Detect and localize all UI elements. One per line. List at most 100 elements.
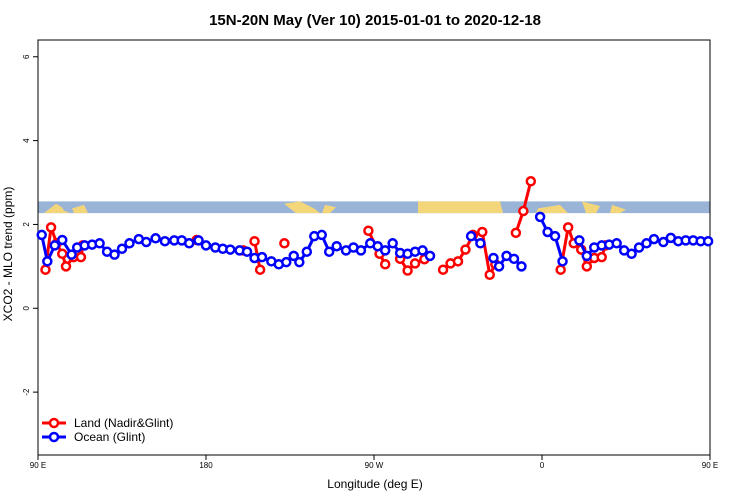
x-tick-label: 90 W: [365, 461, 384, 470]
data-point: [109, 249, 120, 260]
data-point: [534, 211, 546, 223]
data-point: [254, 264, 266, 275]
land-patch: [418, 201, 503, 214]
land-patch: [284, 201, 320, 214]
data-point: [116, 243, 128, 255]
data-point: [477, 226, 488, 238]
data-point: [641, 238, 652, 249]
data-point: [648, 233, 660, 245]
data-point: [331, 240, 342, 252]
data-point: [549, 230, 561, 242]
ocean-band: [38, 201, 710, 214]
legend: Land (Nadir&Glint)Ocean (Glint): [42, 416, 173, 444]
chart-title: 15N-20N May (Ver 10) 2015-01-01 to 2020-…: [209, 12, 541, 29]
land-patch: [72, 204, 88, 214]
y-tick-label: 0: [22, 306, 31, 311]
data-point: [49, 240, 61, 251]
land-ocean-band: [38, 201, 710, 214]
data-point: [45, 222, 57, 233]
data-point: [510, 227, 522, 239]
y-tick-label: 2: [22, 222, 31, 227]
y-tick-label: 6: [22, 54, 31, 59]
data-point: [702, 235, 714, 247]
data-point: [596, 251, 607, 263]
data-point: [36, 229, 47, 241]
data-point: [379, 259, 391, 270]
land-patch: [582, 201, 600, 214]
data-point: [288, 250, 299, 262]
x-tick-label: 180: [199, 461, 213, 470]
data-point: [626, 248, 637, 260]
data-point: [200, 240, 212, 251]
data-point: [355, 245, 367, 256]
data-point: [60, 261, 72, 272]
land-patch: [44, 203, 70, 214]
data-point: [183, 238, 195, 249]
x-tick-label: 90 E: [30, 461, 46, 470]
data-point: [256, 251, 268, 263]
data-point: [465, 230, 477, 242]
data-point: [518, 205, 529, 217]
data-point: [581, 261, 593, 272]
land-patch: [536, 204, 568, 214]
series-ocean: [36, 211, 714, 272]
series-layer: [36, 176, 714, 280]
data-point: [581, 250, 593, 262]
y-tick-label: 4: [22, 138, 31, 143]
data-point: [437, 264, 449, 275]
data-point: [159, 235, 171, 247]
data-point: [658, 236, 669, 248]
y-tick-label: -2: [22, 388, 31, 396]
data-point: [417, 245, 428, 256]
data-point: [57, 234, 68, 246]
data-point: [294, 256, 305, 268]
data-point: [372, 240, 383, 252]
data-point: [323, 246, 335, 257]
data-point: [460, 244, 471, 255]
data-point: [562, 222, 574, 233]
data-point: [66, 249, 77, 260]
data-point: [141, 236, 152, 248]
data-point: [574, 235, 585, 246]
data-point: [493, 261, 505, 272]
data-point: [363, 225, 374, 236]
data-point: [409, 258, 421, 269]
data-point: [279, 238, 290, 249]
x-axis: 90 E 180 90 W 0 90 E: [30, 455, 718, 470]
data-point: [424, 250, 436, 262]
data-point: [57, 248, 68, 260]
land-patch: [610, 204, 626, 214]
legend-marker: [48, 417, 60, 429]
data-point: [75, 251, 87, 263]
data-point: [525, 176, 537, 187]
y-axis-label: XCO2 - MLO trend (ppm): [1, 187, 15, 322]
data-point: [387, 238, 398, 249]
legend-marker: [48, 431, 60, 443]
data-point: [42, 256, 53, 267]
data-point: [249, 235, 260, 247]
data-point: [555, 264, 566, 275]
data-point: [488, 252, 499, 264]
data-point: [452, 256, 464, 267]
land-patch: [322, 204, 336, 214]
data-point: [475, 238, 486, 249]
legend-label: Land (Nadir&Glint): [74, 416, 173, 430]
x-axis-label: Longitude (deg E): [327, 477, 422, 491]
data-point: [484, 269, 495, 280]
y-axis: -2 0 2 4 6: [22, 54, 38, 396]
data-point: [557, 256, 568, 267]
data-point: [40, 264, 51, 275]
data-point: [281, 256, 292, 268]
x-tick-label: 0: [540, 461, 545, 470]
data-point: [633, 242, 645, 253]
data-point: [516, 261, 527, 272]
data-point: [124, 238, 135, 249]
x-tick-label: 90 E: [702, 461, 718, 470]
data-point: [94, 238, 105, 249]
data-point: [301, 246, 313, 257]
data-point: [542, 226, 553, 238]
legend-label: Ocean (Glint): [74, 430, 145, 444]
data-point: [611, 238, 622, 249]
data-point: [379, 245, 391, 256]
